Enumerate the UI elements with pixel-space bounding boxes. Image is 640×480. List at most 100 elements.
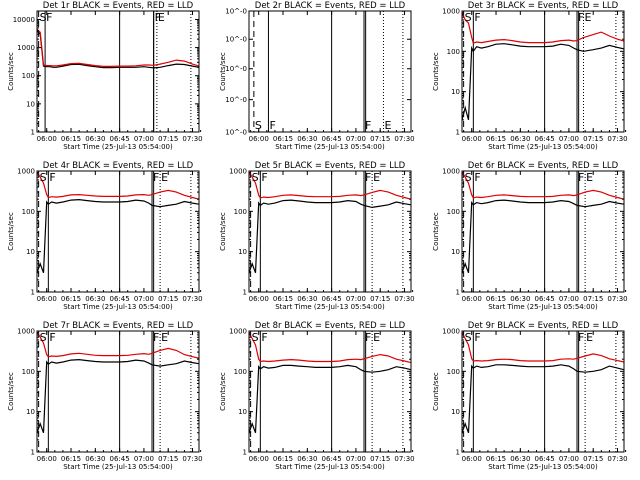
series-lld bbox=[462, 171, 624, 200]
panel-title: Det 4r BLACK = Events, RED = LLD bbox=[43, 161, 194, 171]
y-tick-label: 1 bbox=[456, 289, 460, 297]
x-tick-label: 07:15 bbox=[583, 455, 603, 463]
y-tick-label: 1000 bbox=[17, 328, 35, 336]
series-events bbox=[249, 364, 411, 434]
marker-label-e: E bbox=[585, 11, 592, 24]
x-tick-label: 06:45 bbox=[110, 455, 130, 463]
axes-frame bbox=[461, 10, 625, 133]
axes-frame bbox=[461, 170, 625, 293]
y-axis-label: Counts/sec bbox=[7, 372, 15, 411]
x-tick-label: 06:15 bbox=[273, 295, 293, 303]
x-tick-label: 06:00 bbox=[37, 455, 57, 463]
y-axis-label: Counts/sec bbox=[219, 52, 227, 91]
marker-label-f: F bbox=[365, 171, 371, 184]
x-axis-label: Start Time (25-Jul-13 05:54:00) bbox=[63, 143, 173, 151]
x-tick-label: 06:15 bbox=[486, 295, 506, 303]
x-tick-label: 07:30 bbox=[182, 455, 202, 463]
x-axis-label: Start Time (25-Jul-13 05:54:00) bbox=[488, 303, 598, 311]
x-tick-label: 06:15 bbox=[273, 455, 293, 463]
x-tick-label: 07:15 bbox=[158, 295, 178, 303]
y-tick-label: 10^-0 bbox=[225, 129, 247, 137]
marker-label-s: S bbox=[40, 11, 47, 24]
x-tick-label: 07:00 bbox=[134, 455, 154, 463]
x-tick-label: 07:00 bbox=[134, 135, 154, 143]
panel-title: Det 5r BLACK = Events, RED = LLD bbox=[255, 161, 406, 171]
marker-label-e: E bbox=[158, 11, 165, 24]
x-tick-label: 06:30 bbox=[510, 295, 530, 303]
axes-frame bbox=[36, 170, 200, 293]
plot-area bbox=[249, 171, 411, 292]
x-tick-label: 06:15 bbox=[486, 455, 506, 463]
x-tick-label: 06:00 bbox=[249, 135, 269, 143]
y-tick-label: 100 bbox=[22, 368, 35, 376]
x-axis-label: Start Time (25-Jul-13 05:54:00) bbox=[275, 303, 385, 311]
y-tick-label: 1000 bbox=[442, 328, 460, 336]
x-axis-label: Start Time (25-Jul-13 05:54:00) bbox=[488, 463, 598, 471]
y-tick-label: 1000 bbox=[17, 44, 35, 52]
y-axis-label: Counts/sec bbox=[7, 52, 15, 91]
y-tick-label: 100 bbox=[22, 208, 35, 216]
x-tick-label: 06:30 bbox=[510, 135, 530, 143]
marker-label-e: E bbox=[373, 171, 380, 184]
x-tick-label: 07:30 bbox=[607, 455, 627, 463]
marker-label-f: F bbox=[474, 11, 480, 24]
x-tick-label: 07:15 bbox=[158, 135, 178, 143]
series-lld bbox=[249, 332, 411, 364]
x-tick-label: 06:45 bbox=[322, 135, 342, 143]
y-tick-label: 100 bbox=[447, 48, 460, 56]
axes-frame bbox=[248, 170, 412, 293]
x-tick-label: 06:15 bbox=[61, 295, 81, 303]
x-tick-label: 06:30 bbox=[85, 135, 105, 143]
x-tick-label: 06:00 bbox=[37, 135, 57, 143]
x-axis-label: Start Time (25-Jul-13 05:54:00) bbox=[275, 463, 385, 471]
y-axis-label: Counts/sec bbox=[432, 212, 440, 251]
y-tick-label: 1 bbox=[31, 449, 35, 457]
y-axis-label: Counts/sec bbox=[219, 372, 227, 411]
x-tick-label: 07:15 bbox=[370, 135, 390, 143]
y-tick-label: 10^-0 bbox=[225, 96, 247, 104]
y-tick-label: 100 bbox=[234, 368, 247, 376]
x-tick-label: 07:00 bbox=[346, 295, 366, 303]
panel-title: Det 2r BLACK = Events, RED = LLD bbox=[255, 1, 406, 11]
marker-label-f: F bbox=[578, 331, 584, 344]
x-tick-label: 07:30 bbox=[607, 135, 627, 143]
x-tick-label: 06:30 bbox=[297, 295, 317, 303]
marker-label-s: S bbox=[40, 331, 47, 344]
marker-label-f: F bbox=[365, 331, 371, 344]
x-axis-label: Start Time (25-Jul-13 05:54:00) bbox=[63, 303, 173, 311]
y-tick-label: 1 bbox=[456, 129, 460, 137]
panel-title: Det 6r BLACK = Events, RED = LLD bbox=[468, 161, 619, 171]
plot-area bbox=[462, 11, 624, 132]
axes-frame bbox=[248, 10, 412, 133]
x-tick-label: 06:30 bbox=[297, 135, 317, 143]
y-tick-label: 1 bbox=[243, 449, 247, 457]
x-tick-label: 06:45 bbox=[322, 295, 342, 303]
x-tick-label: 07:30 bbox=[607, 295, 627, 303]
y-tick-label: 100 bbox=[447, 208, 460, 216]
marker-label-f: F bbox=[578, 11, 584, 24]
series-events bbox=[37, 30, 199, 69]
x-tick-label: 07:00 bbox=[346, 135, 366, 143]
y-axis-label: Counts/sec bbox=[432, 372, 440, 411]
y-tick-label: 10 bbox=[238, 248, 247, 256]
x-tick-label: 07:15 bbox=[583, 295, 603, 303]
y-tick-label: 1000 bbox=[229, 328, 247, 336]
y-tick-label: 1000 bbox=[229, 168, 247, 176]
x-tick-label: 06:00 bbox=[249, 295, 269, 303]
plot-area bbox=[37, 11, 199, 132]
x-axis-label: Start Time (25-Jul-13 05:54:00) bbox=[63, 463, 173, 471]
marker-label-f: F bbox=[474, 331, 480, 344]
y-tick-label: 1 bbox=[31, 289, 35, 297]
x-tick-label: 06:00 bbox=[462, 295, 482, 303]
x-tick-label: 06:45 bbox=[535, 295, 555, 303]
x-tick-label: 06:45 bbox=[110, 295, 130, 303]
y-axis-label: Counts/sec bbox=[7, 212, 15, 251]
y-tick-label: 100 bbox=[447, 368, 460, 376]
axes-frame bbox=[36, 10, 200, 133]
x-axis-label: Start Time (25-Jul-13 05:54:00) bbox=[275, 143, 385, 151]
